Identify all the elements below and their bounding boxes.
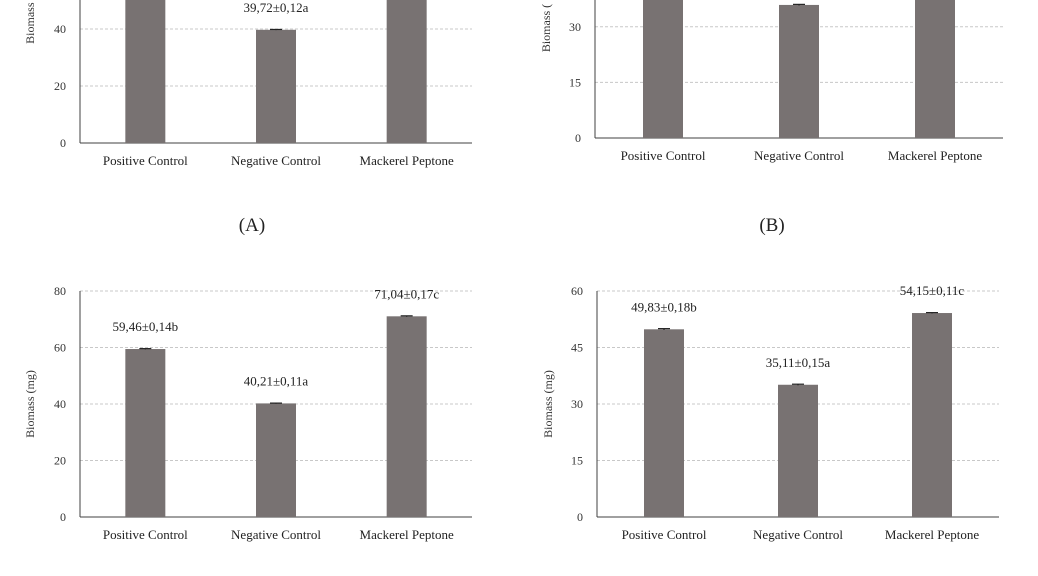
- chart-2: 0 15 30 Biomass ( Positive Control Negative C…: [539, 0, 1003, 163]
- bar: [386, 0, 427, 143]
- y-tick-label: 15: [571, 454, 583, 468]
- data-label: 71,04±0,17c: [374, 286, 439, 301]
- y-tick-label: 80: [54, 284, 66, 298]
- y-tick-label: 40: [54, 22, 66, 36]
- bar: [256, 29, 296, 143]
- x-category-label: Mackerel Peptone: [888, 148, 982, 163]
- bar: [386, 316, 427, 517]
- bar: [256, 403, 296, 517]
- chart-1: 0 20 40 Biomass (mg) Positive Control Negativ…: [23, 0, 472, 168]
- data-label: 49,83±0,18b: [631, 299, 697, 314]
- y-tick-label: 60: [54, 341, 66, 355]
- x-category-label: Negative Control: [753, 527, 843, 542]
- y-tick-label: 45: [571, 341, 583, 355]
- chart-4: 0 15 30 45 60 Biomass (mg) Positive Control 49,…: [541, 283, 999, 542]
- bar: [644, 329, 684, 517]
- x-category-label: Positive Control: [103, 527, 188, 542]
- x-category-label: Mackerel Peptone: [360, 527, 454, 542]
- bar: [778, 384, 818, 517]
- bar: [643, 0, 683, 138]
- y-axis-label: Biomass (: [539, 4, 553, 52]
- data-label: 35,11±0,15a: [766, 355, 831, 370]
- data-label: 39,72±0,12a: [244, 0, 309, 15]
- x-category-label: Negative Control: [231, 153, 321, 168]
- x-category-label: Positive Control: [621, 148, 706, 163]
- y-tick-label: 0: [60, 510, 66, 524]
- chart-3: 0 20 40 60 80 Biomass (mg) Positive Control 59,…: [23, 284, 472, 542]
- bar: [125, 0, 166, 143]
- y-tick-label: 40: [54, 397, 66, 411]
- y-tick-label: 20: [54, 79, 66, 93]
- panel-label-b: (B): [759, 215, 784, 236]
- bar: [915, 0, 955, 138]
- x-category-label: Positive Control: [103, 153, 188, 168]
- y-tick-label: 15: [569, 75, 581, 89]
- y-tick-label: 0: [60, 136, 66, 150]
- y-tick-label: 0: [577, 510, 583, 524]
- data-label: 54,15±0,11c: [900, 283, 965, 298]
- y-tick-label: 0: [575, 131, 581, 145]
- x-category-label: Positive Control: [622, 527, 707, 542]
- y-tick-label: 30: [571, 397, 583, 411]
- y-tick-label: 20: [54, 454, 66, 468]
- data-label: 40,21±0,11a: [244, 373, 309, 388]
- x-category-label: Negative Control: [231, 527, 321, 542]
- y-tick-label: 30: [569, 20, 581, 34]
- y-axis-label: Biomass (mg): [541, 370, 555, 438]
- x-category-label: Negative Control: [754, 148, 844, 163]
- bar: [125, 349, 166, 517]
- x-category-label: Mackerel Peptone: [885, 527, 979, 542]
- panel-label-a: (A): [239, 215, 265, 236]
- bar: [912, 313, 952, 517]
- y-tick-label: 60: [571, 284, 583, 298]
- y-axis-label: Biomass (mg): [23, 0, 37, 44]
- data-label: 59,46±0,14b: [113, 319, 179, 334]
- y-axis-label: Biomass (mg): [23, 370, 37, 438]
- x-category-label: Mackerel Peptone: [360, 153, 454, 168]
- bar: [779, 4, 819, 139]
